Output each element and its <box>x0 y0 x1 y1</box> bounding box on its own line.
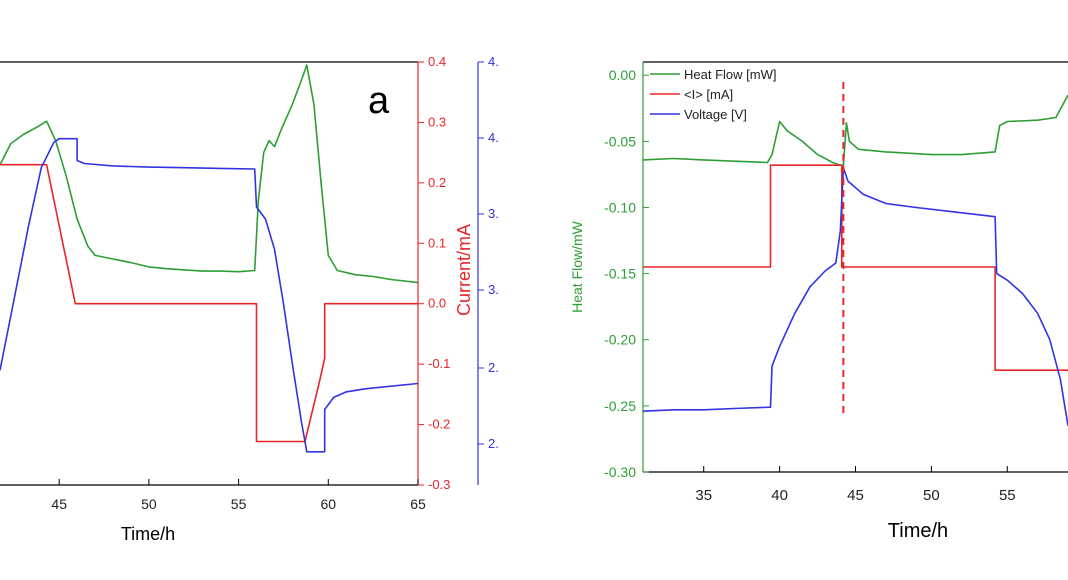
chart-b-x-tick-label: 35 <box>695 487 712 504</box>
chart-a-current-tick-label: -0.3 <box>428 477 450 492</box>
chart-a-current-tick-label: 0.0 <box>428 296 446 311</box>
chart-a-voltage-tick-label: 3. <box>488 282 499 297</box>
chart-a-current-tick-label: -0.1 <box>428 356 450 371</box>
chart-a-current-tick-label: 0.2 <box>428 175 446 190</box>
chart-b-x-label: Time/h <box>888 520 948 542</box>
chart-a-voltage-tick-label: 4. <box>488 130 499 145</box>
chart-b-y-tick-label: -0.10 <box>604 199 636 215</box>
chart-a-voltage-ticks: 4. 4. 3. 3. 2. 2. <box>478 54 499 451</box>
chart-b-y-ticks: 0.00 -0.05 -0.10 -0.15 -0.20 -0.25 -0.30 <box>604 67 649 480</box>
chart-b-series-voltage <box>642 167 1068 426</box>
chart-b-x-ticks: 35 40 45 50 55 <box>695 466 1016 504</box>
chart-b-x-tick-label: 50 <box>923 487 940 504</box>
legend-label-voltage: Voltage [V] <box>684 107 747 122</box>
chart-a-series-voltage <box>0 137 419 453</box>
chart-b-y-tick-label: -0.05 <box>604 133 636 149</box>
chart-b-y-tick-label: -0.30 <box>604 464 636 480</box>
chart-a-voltage-tick-label: 2. <box>488 360 499 375</box>
chart-a: 45 50 55 60 65 0.4 0.3 0.2 0.1 0.0 -0.1 -0.2 -0.3 4… <box>0 54 499 544</box>
chart-b-x-tick-label: 40 <box>771 487 788 504</box>
chart-b-y-tick-label: 0.00 <box>609 67 636 83</box>
chart-b: 0.00 -0.05 -0.10 -0.15 -0.20 -0.25 -0.30 35 40 4… <box>569 61 1068 542</box>
chart-a-series <box>0 64 419 453</box>
legend-label-current: <I> [mA] <box>684 87 733 102</box>
chart-a-current-label: Current/mA <box>454 224 474 316</box>
chart-b-series <box>642 94 1068 426</box>
chart-a-x-tick-label: 65 <box>410 496 426 512</box>
chart-b-y-tick-label: -0.20 <box>604 332 636 348</box>
legend-label-heat-flow: Heat Flow [mW] <box>684 67 776 82</box>
chart-b-x-tick-label: 55 <box>999 487 1016 504</box>
chart-a-current-tick-label: 0.1 <box>428 235 446 250</box>
chart-a-current-ticks: 0.4 0.3 0.2 0.1 0.0 -0.1 -0.2 -0.3 <box>418 54 450 492</box>
chart-a-x-tick-label: 50 <box>141 496 157 512</box>
chart-a-x-tick-label: 60 <box>321 496 337 512</box>
chart-a-x-ticks: 45 50 55 60 65 <box>51 479 426 512</box>
chart-a-x-tick-label: 55 <box>231 496 247 512</box>
chart-a-current-tick-label: 0.3 <box>428 114 446 129</box>
chart-b-series-heat-flow <box>642 94 1068 166</box>
chart-b-series-current <box>643 164 1068 371</box>
chart-a-x-label: Time/h <box>121 524 175 544</box>
chart-a-panel-label: a <box>368 80 390 122</box>
chart-a-series-current <box>0 163 418 443</box>
chart-a-current-tick-label: -0.2 <box>428 417 450 432</box>
chart-a-voltage-tick-label: 3. <box>488 206 499 221</box>
chart-a-x-tick-label: 45 <box>51 496 67 512</box>
chart-b-x-tick-label: 45 <box>847 487 864 504</box>
chart-b-legend: Heat Flow [mW] <I> [mA] Voltage [V] <box>650 67 776 122</box>
chart-b-y-label: Heat Flow/mW <box>569 220 585 313</box>
chart-a-series-heat-flow <box>0 64 419 284</box>
chart-a-current-tick-label: 0.4 <box>428 54 446 69</box>
chart-b-y-tick-label: -0.25 <box>604 398 636 414</box>
chart-a-voltage-tick-label: 2. <box>488 436 499 451</box>
chart-b-y-tick-label: -0.15 <box>604 266 636 282</box>
chart-a-voltage-tick-label: 4. <box>488 54 499 69</box>
